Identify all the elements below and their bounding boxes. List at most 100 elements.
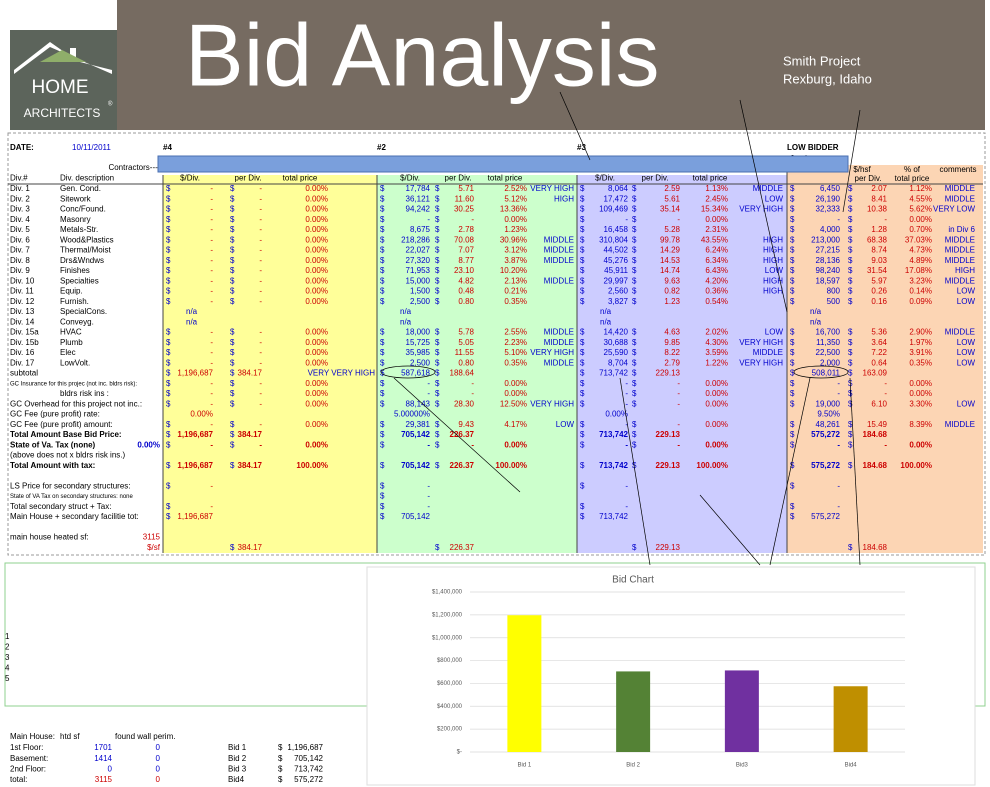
currency: $ bbox=[580, 348, 585, 357]
cell-value: n/a bbox=[600, 317, 612, 326]
row-label: Div. 16 bbox=[10, 348, 35, 357]
cell-value: 587,618 bbox=[401, 369, 430, 378]
currency: $ bbox=[848, 461, 853, 470]
cell-value: - bbox=[427, 481, 430, 490]
contractor-bar bbox=[157, 155, 849, 173]
cell-value: 3,827 bbox=[608, 297, 629, 306]
cell-value: 0.16 bbox=[871, 297, 887, 306]
currency: $ bbox=[435, 276, 440, 285]
cell-value: 9.63 bbox=[664, 276, 680, 285]
row-label: Div. 12 bbox=[10, 297, 35, 306]
currency: $ bbox=[435, 348, 440, 357]
cell-value: 4.55% bbox=[909, 194, 932, 203]
y-tick-label: $1,400,000 bbox=[432, 590, 463, 596]
cell-value: 8.74 bbox=[871, 246, 887, 255]
highlight-oval bbox=[793, 365, 849, 379]
currency: $ bbox=[790, 461, 795, 470]
cell-value: 3.87% bbox=[504, 256, 527, 265]
cell-value: 226.37 bbox=[450, 543, 475, 552]
cell-value: 27,320 bbox=[406, 256, 431, 265]
row-label: Div. 9 bbox=[10, 266, 30, 275]
column-header: $/Div. bbox=[180, 174, 200, 183]
bid-total: 1,196,687 bbox=[287, 743, 323, 752]
cell-value: 5.05 bbox=[458, 338, 474, 347]
logo-roof-accent bbox=[40, 50, 86, 62]
row-desc: Thermal/Moist bbox=[60, 246, 111, 255]
currency: $ bbox=[435, 287, 440, 296]
cell-value: 35.14 bbox=[660, 205, 681, 214]
currency: $ bbox=[632, 215, 637, 224]
column-header: per Div. bbox=[642, 174, 669, 183]
cell-value: 0.00% bbox=[305, 266, 328, 275]
cell-value: 5.28 bbox=[664, 225, 680, 234]
date: 10/11/2011 bbox=[72, 143, 111, 152]
cell-value: 7.22 bbox=[871, 348, 887, 357]
cell-value: 9.85 bbox=[664, 338, 680, 347]
cell-value: - bbox=[210, 389, 213, 398]
cell-value: n/a bbox=[600, 307, 612, 316]
cell-value: 1.12% bbox=[909, 184, 932, 193]
cell-value: 45,276 bbox=[604, 256, 629, 265]
row-label: GC Fee (pure profit) amount: bbox=[10, 420, 113, 429]
currency: $ bbox=[166, 420, 171, 429]
row-number: 2 bbox=[5, 643, 10, 652]
currency: $ bbox=[848, 266, 853, 275]
currency: $ bbox=[435, 246, 440, 255]
row-note: 0.00% bbox=[137, 440, 160, 449]
cell-value: - bbox=[210, 266, 213, 275]
currency: $ bbox=[230, 543, 235, 552]
currency: $ bbox=[580, 235, 585, 244]
cell-value: 0.00% bbox=[305, 328, 328, 337]
cell-rating: MIDDLE bbox=[945, 276, 975, 285]
summary-header: Main House: bbox=[10, 732, 55, 741]
currency: $ bbox=[380, 205, 385, 214]
currency: $ bbox=[435, 338, 440, 347]
cell-rating: MIDDLE bbox=[945, 328, 975, 337]
cell-value: - bbox=[471, 389, 474, 398]
cell-value: 13.36% bbox=[500, 205, 527, 214]
cell-value: 10.38 bbox=[867, 205, 888, 214]
cell-value: - bbox=[837, 379, 840, 388]
cell-rating: VERY HIGH bbox=[530, 399, 574, 408]
cell-value: 1.28 bbox=[871, 225, 887, 234]
cell-value: - bbox=[837, 389, 840, 398]
currency: $ bbox=[790, 502, 795, 511]
cell-rating: LOW bbox=[957, 399, 976, 408]
currency: $ bbox=[580, 246, 585, 255]
cell-value: 100.00% bbox=[696, 461, 728, 470]
cell-value: 0.48 bbox=[458, 287, 474, 296]
cell-rating: MIDDLE bbox=[544, 358, 574, 367]
currency: $ bbox=[632, 379, 637, 388]
currency: $ bbox=[790, 184, 795, 193]
cell-value: n/a bbox=[400, 317, 412, 326]
cell-value: 5.10% bbox=[504, 348, 527, 357]
cell-value: 713,742 bbox=[599, 369, 628, 378]
currency: $ bbox=[230, 348, 235, 357]
cell-value: 11.55 bbox=[455, 348, 475, 357]
currency: $ bbox=[166, 389, 171, 398]
logo-sub: ARCHITECTS bbox=[24, 106, 101, 120]
cell-value: - bbox=[677, 420, 680, 429]
summary-value: 0 bbox=[156, 775, 161, 784]
y-tick-label: $- bbox=[457, 750, 462, 756]
cell-value: 2,500 bbox=[410, 297, 431, 306]
cell-value: 0.35% bbox=[909, 358, 932, 367]
currency: $ bbox=[435, 256, 440, 265]
cell-value: - bbox=[471, 440, 474, 449]
row-note: $/sf bbox=[147, 543, 161, 552]
logo-roof bbox=[14, 42, 112, 74]
cell-value: 0.00% bbox=[705, 215, 728, 224]
currency: $ bbox=[230, 215, 235, 224]
currency: $ bbox=[790, 358, 795, 367]
cell-rating: HIGH bbox=[763, 287, 783, 296]
currency: $ bbox=[790, 369, 795, 378]
row-label: Div. 14 bbox=[10, 317, 35, 326]
cell-value: 0.00% bbox=[605, 410, 628, 419]
currency: $ bbox=[848, 297, 853, 306]
row-label: (above does not x bldrs risk ins.) bbox=[10, 451, 125, 460]
cell-value: - bbox=[210, 184, 213, 193]
currency: $ bbox=[278, 775, 283, 784]
currency: $ bbox=[166, 194, 171, 203]
currency: $ bbox=[580, 194, 585, 203]
cell-value: - bbox=[210, 440, 213, 449]
